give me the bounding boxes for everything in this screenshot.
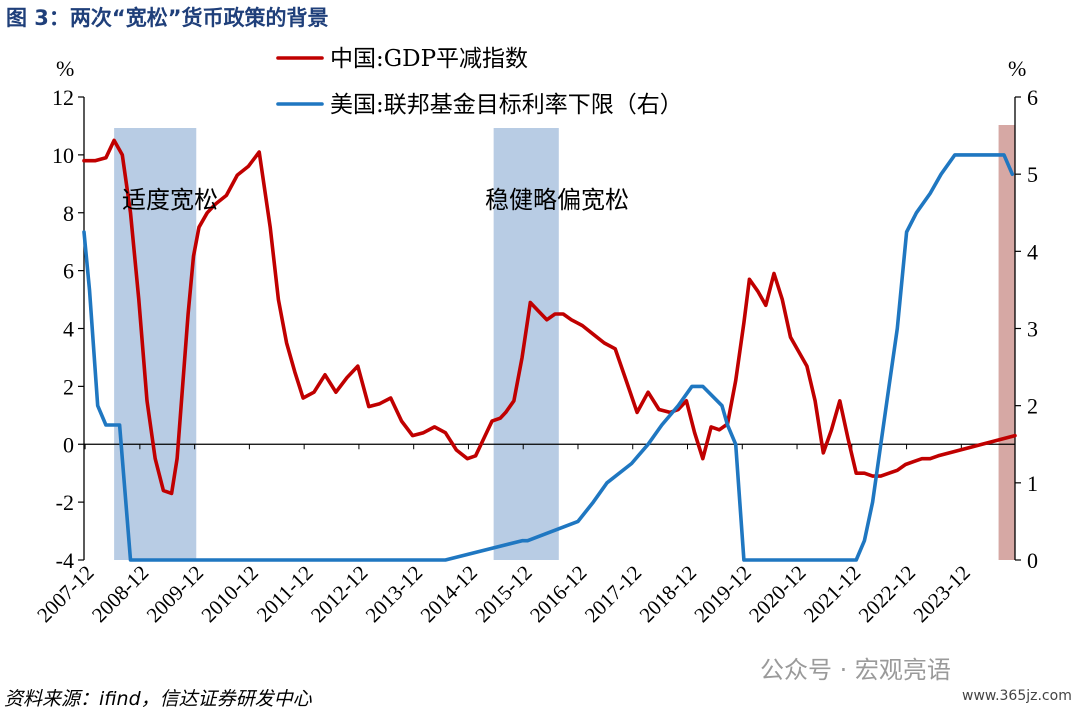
period-annotation: 稳健略偏宽松 (485, 186, 629, 214)
watermark-text: 公众号 · 宏观亮语 (760, 656, 951, 684)
x-tick-label: 2021-12 (799, 561, 865, 627)
source-note: 资料来源：ifind，信达证券研发中心 (4, 688, 312, 710)
watermark-url: www.365jz.com (962, 688, 1072, 704)
left-tick-label: 4 (63, 317, 74, 342)
left-tick-label: 8 (63, 201, 74, 226)
x-tick-label: 2013-12 (361, 561, 427, 627)
x-tick-label: 2019-12 (689, 561, 755, 627)
series-lines (82, 138, 1017, 562)
x-tick-label: 2009-12 (142, 561, 208, 627)
x-tick-label: 2011-12 (252, 561, 318, 627)
right-tick-label: 2 (1027, 394, 1038, 419)
left-tick-label: 0 (63, 432, 74, 457)
right-tick-label: 3 (1027, 317, 1038, 342)
shaded-period (998, 125, 1015, 560)
left-tick-label: -2 (56, 490, 74, 515)
legend-label: 中国:GDP平减指数 (330, 46, 528, 72)
x-tick-label: 2018-12 (635, 561, 701, 627)
x-tick-label: 2012-12 (306, 561, 372, 627)
shaded-period (493, 128, 559, 560)
x-tick-label: 2015-12 (470, 561, 536, 627)
figure-title: 图 3：两次“宽松”货币政策的背景 (6, 6, 329, 30)
axes (78, 96, 1021, 561)
legend-label: 美国:联邦基金目标利率下限（右） (330, 92, 683, 118)
x-tick-label: 2010-12 (196, 561, 262, 627)
right-tick-label: 0 (1027, 548, 1038, 573)
left-tick-label: -4 (56, 548, 74, 573)
x-tick-label: 2014-12 (416, 561, 482, 627)
series-line-china-gdp-deflator (82, 138, 1017, 496)
x-tick-label: 2016-12 (525, 561, 591, 627)
left-tick-label: 6 (63, 259, 74, 284)
x-tick-label: 2017-12 (580, 561, 646, 627)
right-tick-label: 4 (1027, 239, 1038, 264)
left-tick-label: 2 (63, 374, 74, 399)
left-tick-label: 12 (52, 85, 74, 110)
right-tick-label: 6 (1027, 85, 1038, 110)
period-annotation: 适度宽松 (122, 186, 218, 214)
x-tick-label: 2022-12 (854, 561, 920, 627)
left-unit-label: % (56, 56, 74, 81)
series-line-us-fed-funds (82, 153, 1015, 562)
right-tick-label: 1 (1027, 471, 1038, 496)
x-tick-label: 2020-12 (744, 561, 810, 627)
right-tick-label: 5 (1027, 162, 1038, 187)
right-unit-label: % (1008, 56, 1026, 81)
x-tick-label: 2008-12 (87, 561, 153, 627)
x-tick-label: 2023-12 (908, 561, 974, 627)
left-tick-label: 10 (52, 143, 74, 168)
